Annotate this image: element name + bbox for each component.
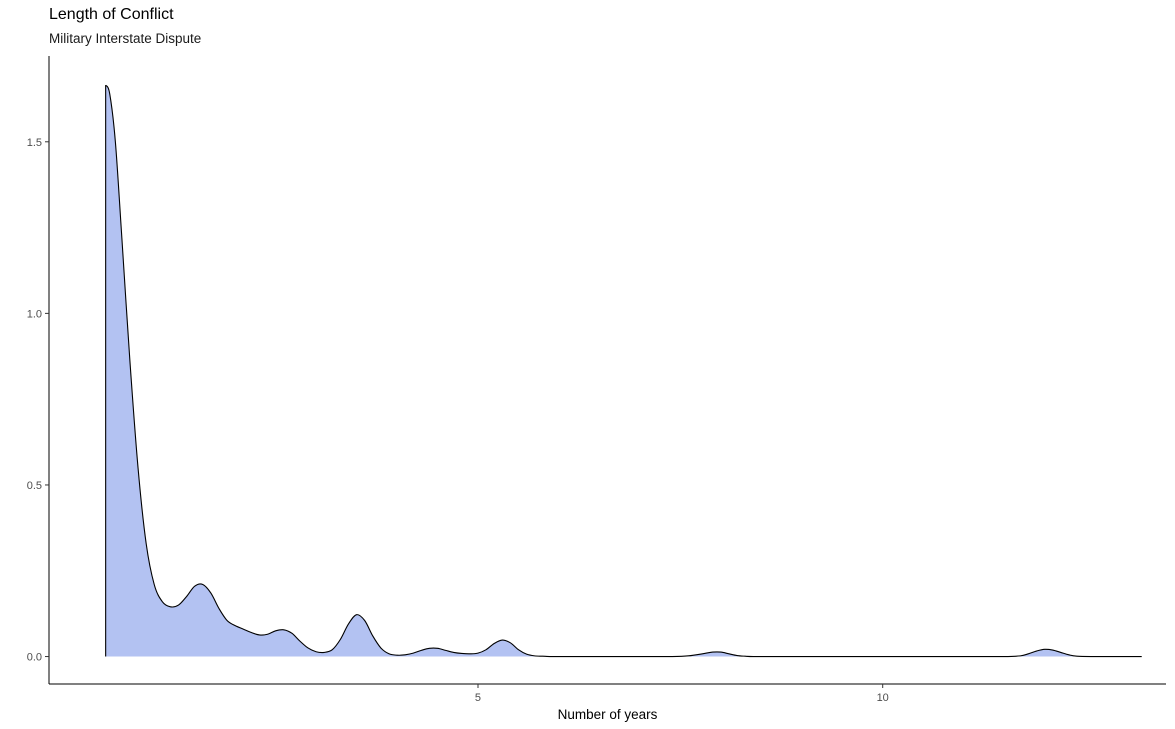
x-tick-label: 5: [475, 692, 481, 704]
density-area: [105, 85, 1142, 657]
y-tick-label: 0.0: [27, 652, 42, 664]
y-tick-label: 1.5: [27, 137, 42, 149]
density-line: [105, 84, 1142, 658]
x-axis-ticks: 5 10: [475, 684, 889, 704]
chart-subtitle: Military Interstate Dispute: [49, 31, 202, 46]
chart-title: Length of Conflict: [49, 6, 174, 23]
y-tick-label: 1.0: [27, 308, 42, 320]
x-tick-label: 10: [877, 692, 889, 704]
y-tick-label: 0.5: [27, 480, 42, 492]
x-axis-title: Number of years: [558, 707, 658, 722]
y-axis-ticks: 0.0 0.5 1.0 1.5: [27, 137, 49, 664]
